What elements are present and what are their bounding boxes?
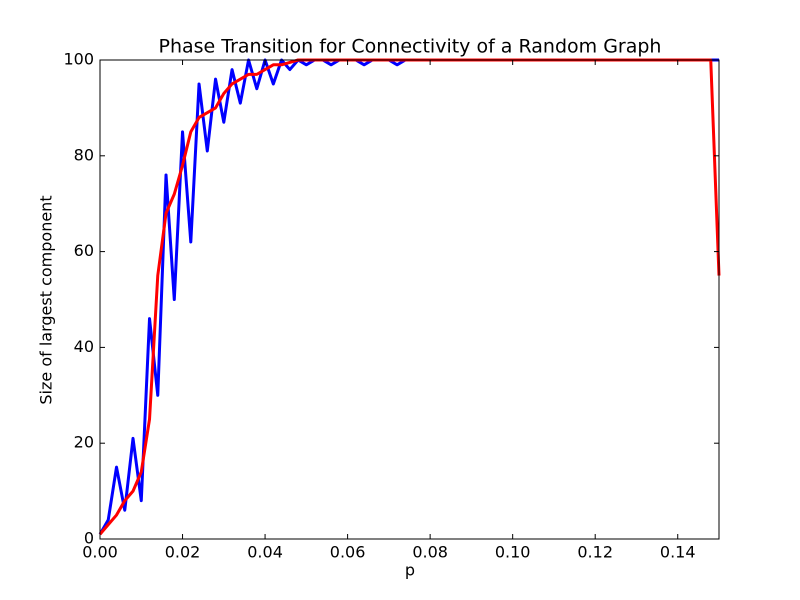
x-tick-label: 0.12 [577,543,613,562]
x-tick-label: 0.08 [412,543,448,562]
x-tick-label: 0.02 [165,543,201,562]
y-tick-label: 40 [74,337,94,356]
y-tick-label: 0 [84,529,94,548]
chart-title: Phase Transition for Connectivity of a R… [159,36,662,58]
x-tick-label: 0.04 [247,543,283,562]
x-tick-label: 0.14 [660,543,696,562]
x-axis-label: p [405,561,415,580]
y-tick-label: 80 [74,145,94,164]
x-tick-label: 0.06 [330,543,366,562]
y-axis-label: Size of largest component [37,195,56,404]
series-line [98,58,719,535]
y-tick-label: 60 [74,241,94,260]
x-tick-label: 0.10 [495,543,531,562]
x-tick-label: 0.00 [82,543,118,562]
y-tick-label: 20 [74,433,94,452]
y-tick-label: 100 [63,50,94,69]
axes-frame [99,59,720,540]
